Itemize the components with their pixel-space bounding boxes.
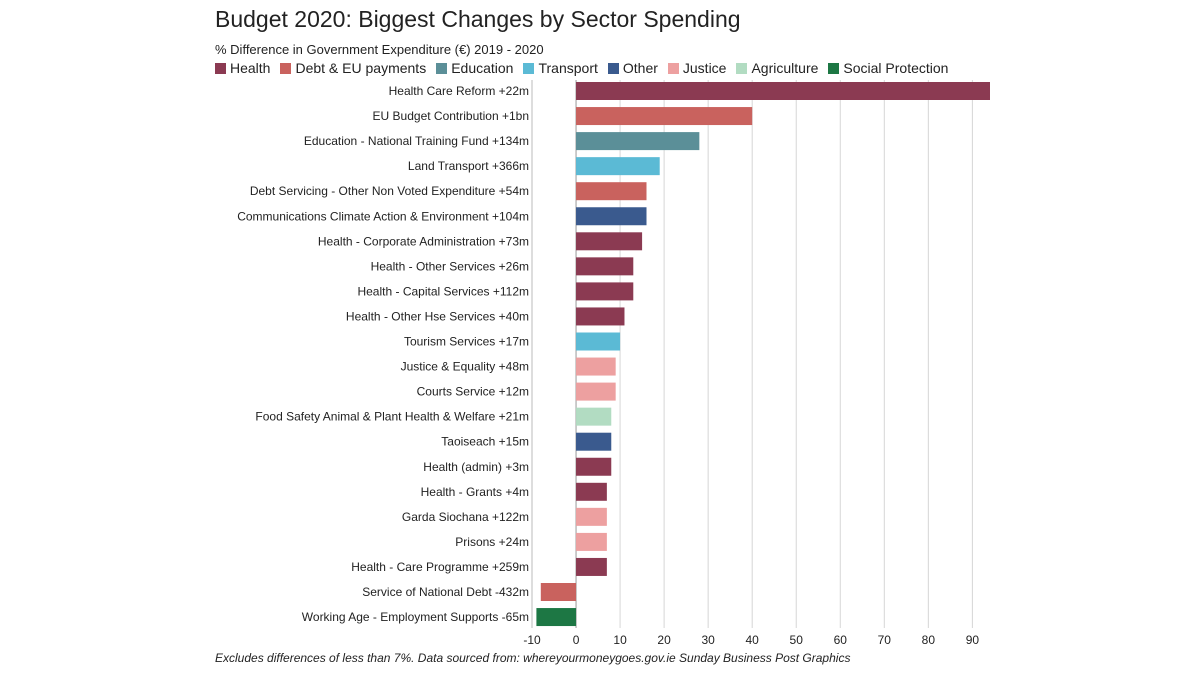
category-label: Prisons +24m bbox=[455, 535, 529, 549]
chart-legend: Health Debt & EU payments Education Transpo… bbox=[215, 60, 958, 76]
legend-item: Agriculture bbox=[736, 60, 818, 76]
bar bbox=[576, 257, 634, 276]
bar bbox=[576, 557, 607, 576]
category-label: Taoiseach +15m bbox=[441, 435, 529, 449]
bar bbox=[540, 583, 577, 601]
bar bbox=[536, 608, 577, 627]
x-tick-label: 70 bbox=[878, 633, 892, 647]
legend-swatch bbox=[436, 62, 448, 74]
bar bbox=[576, 532, 607, 551]
bar bbox=[576, 182, 647, 201]
x-tick-label: 20 bbox=[657, 633, 671, 647]
legend-label: Transport bbox=[538, 60, 598, 76]
category-label: Working Age - Employment Supports -65m bbox=[302, 610, 529, 624]
category-label: Health - Corporate Administration +73m bbox=[318, 234, 529, 248]
legend-swatch bbox=[607, 62, 619, 74]
legend-swatch bbox=[828, 62, 840, 74]
bar bbox=[576, 432, 612, 451]
category-label: Health - Capital Services +112m bbox=[357, 284, 529, 298]
bar bbox=[576, 282, 634, 301]
category-label: Health - Care Programme +259m bbox=[351, 560, 529, 574]
bar bbox=[576, 307, 625, 326]
category-label: Communications Climate Action & Environm… bbox=[237, 209, 529, 223]
category-label: Health - Other Services +26m bbox=[371, 259, 529, 273]
x-tick-label: 80 bbox=[922, 633, 936, 647]
legend-label: Other bbox=[622, 60, 658, 76]
x-tick-label: 40 bbox=[746, 633, 760, 647]
bar bbox=[576, 132, 700, 151]
bar bbox=[576, 357, 616, 376]
chart-title: Budget 2020: Biggest Changes by Sector S… bbox=[215, 6, 741, 32]
category-label: Food Safety Animal & Plant Health & Welf… bbox=[255, 410, 529, 424]
legend-item: Justice bbox=[667, 60, 727, 76]
bar bbox=[576, 507, 607, 526]
chart-subtitle: % Difference in Government Expenditure (… bbox=[215, 42, 544, 57]
legend-label: Education bbox=[451, 60, 514, 76]
legend-label: Justice bbox=[682, 60, 727, 76]
category-label: Debt Servicing - Other Non Voted Expendi… bbox=[250, 184, 529, 198]
legend-swatch bbox=[280, 62, 292, 74]
legend-swatch bbox=[736, 62, 748, 74]
x-tick-label: 60 bbox=[834, 633, 848, 647]
category-label: Courts Service +12m bbox=[417, 385, 529, 399]
x-tick-label: 10 bbox=[613, 633, 627, 647]
category-label: Health - Other Hse Services +40m bbox=[346, 309, 529, 323]
category-label: Justice & Equality +48m bbox=[401, 360, 529, 374]
category-label: Health (admin) +3m bbox=[423, 460, 529, 474]
bar bbox=[576, 207, 647, 226]
x-tick-label: 50 bbox=[790, 633, 804, 647]
x-tick-label: 90 bbox=[966, 633, 980, 647]
legend-label: Debt & EU payments bbox=[295, 60, 427, 76]
bar bbox=[576, 457, 612, 476]
category-label: Land Transport +366m bbox=[408, 159, 529, 173]
bar bbox=[576, 82, 990, 100]
category-label: Health Care Reform +22m bbox=[389, 84, 529, 98]
category-label: Health - Grants +4m bbox=[421, 485, 529, 499]
bar bbox=[576, 382, 616, 401]
legend-swatch bbox=[215, 62, 226, 74]
x-tick-label: -10 bbox=[523, 633, 541, 647]
category-label: EU Budget Contribution +1bn bbox=[373, 109, 529, 123]
legend-item: Debt & EU payments bbox=[280, 60, 426, 76]
legend-label: Social Protection bbox=[843, 60, 949, 76]
x-tick-label: 30 bbox=[701, 633, 715, 647]
bar bbox=[576, 482, 607, 501]
bar bbox=[576, 332, 621, 351]
legend-label: Health bbox=[230, 60, 271, 76]
footnote: Excludes differences of less than 7%. Da… bbox=[215, 651, 851, 665]
legend-item: Transport bbox=[523, 60, 598, 76]
bar bbox=[576, 232, 643, 251]
category-label: Garda Siochana +122m bbox=[402, 510, 529, 524]
legend-item: Other bbox=[607, 60, 658, 76]
category-label: Tourism Services +17m bbox=[404, 335, 529, 349]
legend-swatch bbox=[667, 62, 679, 74]
legend-item: Social Protection bbox=[828, 60, 948, 76]
legend-item: Education bbox=[436, 60, 513, 76]
bar bbox=[576, 107, 753, 126]
category-label: Education - National Training Fund +134m bbox=[304, 134, 529, 148]
legend-swatch bbox=[523, 62, 535, 74]
bar bbox=[576, 407, 612, 426]
x-tick-label: 0 bbox=[573, 633, 580, 647]
legend-item: Health bbox=[215, 60, 270, 76]
category-label: Service of National Debt -432m bbox=[362, 585, 529, 599]
legend-label: Agriculture bbox=[751, 60, 819, 76]
bar bbox=[576, 157, 660, 176]
